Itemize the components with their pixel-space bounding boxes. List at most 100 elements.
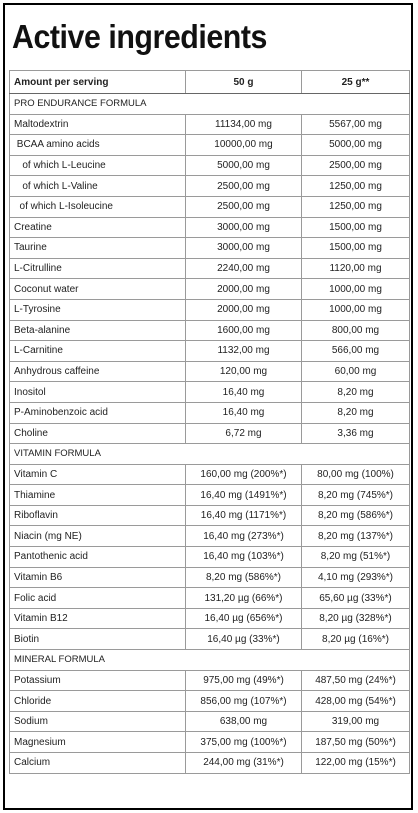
amount-25g: 8,20 mg (745%*) — [301, 484, 410, 506]
table-row: Inositol 16,40 mg 8,20 mg — [9, 381, 410, 403]
amount-50g: 10000,00 mg — [185, 134, 302, 156]
table-header-row: Amount per serving 50 g 25 g** — [9, 70, 410, 94]
table-row: Biotin 16,40 µg (33%*) 8,20 µg (16%*) — [9, 628, 410, 651]
amount-25g: 566,00 mg — [301, 340, 410, 362]
amount-25g: 8,20 mg (586%*) — [301, 504, 410, 527]
amount-25g: 8,20 mg — [301, 401, 410, 424]
amount-25g: 8,20 µg (328%*) — [301, 607, 410, 630]
table-row: Sodium 638,00 mg 319,00 mg — [9, 710, 410, 733]
section-row: PRO ENDURANCE FORMULA — [9, 93, 410, 115]
table-row: Niacin (mg NE) 16,40 mg (273%*) 8,20 mg (1… — [9, 525, 410, 548]
amount-25g: 487,50 mg (24%*) — [301, 669, 410, 692]
amount-25g: 800,00 mg — [301, 319, 410, 342]
table-row: Potassium 975,00 mg (49%*) 487,50 mg (24%*… — [9, 669, 410, 692]
amount-25g: 8,20 µg (16%*) — [301, 628, 410, 651]
amount-50g: 16,40 mg (273%*) — [185, 525, 302, 548]
section-row: VITAMIN FORMULA — [9, 443, 410, 465]
column-header-amount-per-serving: Amount per serving — [9, 70, 186, 94]
ingredient-name: Coconut water — [9, 278, 186, 300]
table-row: Pantothenic acid 16,40 mg (103%*) 8,20 mg … — [9, 546, 410, 568]
table-row: Riboflavin 16,40 mg (1171%*) 8,20 mg (586%… — [9, 504, 410, 527]
amount-25g: 5000,00 mg — [301, 134, 410, 156]
ingredient-name: Maltodextrin — [9, 113, 186, 136]
ingredient-name: Inositol — [9, 381, 186, 403]
table-row: Creatine 3000,00 mg 1500,00 mg — [9, 216, 410, 239]
table-row: Vitamin B12 16,40 µg (656%*) 8,20 µg (328%… — [9, 607, 410, 630]
amount-25g: 65,60 µg (33%*) — [301, 587, 410, 609]
amount-50g: 975,00 mg (49%*) — [185, 669, 302, 692]
table-row: Folic acid 131,20 µg (66%*) 65,60 µg (33%*… — [9, 587, 410, 609]
amount-50g: 3000,00 mg — [185, 237, 302, 259]
page-title: Active ingredients — [12, 18, 267, 55]
amount-50g: 16,40 µg (656%*) — [185, 607, 302, 630]
table-body: PRO ENDURANCE FORMULA Maltodextrin 11134,0… — [9, 93, 410, 774]
amount-25g: 1250,00 mg — [301, 195, 410, 218]
table-row: L-Tyrosine 2000,00 mg 1000,00 mg — [9, 298, 410, 321]
amount-50g: 2240,00 mg — [185, 257, 302, 280]
ingredient-name: BCAA amino acids — [9, 134, 186, 156]
ingredient-name: of which L-Leucine — [9, 154, 186, 177]
table-row: Anhydrous caffeine 120,00 mg 60,00 mg — [9, 360, 410, 383]
amount-25g: 1000,00 mg — [301, 298, 410, 321]
ingredient-name: L-Tyrosine — [9, 298, 186, 321]
ingredient-name: Vitamin C — [9, 463, 186, 486]
column-header-50g: 50 g — [185, 70, 302, 94]
ingredient-name: Biotin — [9, 628, 186, 651]
ingredient-name: Pantothenic acid — [9, 546, 186, 568]
amount-50g: 3000,00 mg — [185, 216, 302, 239]
ingredients-panel — [3, 3, 413, 810]
table-row: Magnesium 375,00 mg (100%*) 187,50 mg (50%… — [9, 731, 410, 753]
amount-50g: 2000,00 mg — [185, 298, 302, 321]
amount-50g: 244,00 mg (31%*) — [185, 752, 302, 774]
table-row: L-Carnitine 1132,00 mg 566,00 mg — [9, 340, 410, 362]
table-row: Taurine 3000,00 mg 1500,00 mg — [9, 237, 410, 259]
table-row: L-Citrulline 2240,00 mg 1120,00 mg — [9, 257, 410, 280]
table-row: Coconut water 2000,00 mg 1000,00 mg — [9, 278, 410, 300]
amount-25g: 319,00 mg — [301, 710, 410, 733]
amount-25g: 3,36 mg — [301, 422, 410, 445]
amount-50g: 160,00 mg (200%*) — [185, 463, 302, 486]
column-header-25g: 25 g** — [301, 70, 410, 94]
section-title: MINERAL FORMULA — [9, 649, 410, 671]
table-row: Chloride 856,00 mg (107%*) 428,00 mg (54%*… — [9, 690, 410, 712]
ingredient-name: Vitamin B12 — [9, 607, 186, 630]
amount-50g: 16,40 mg — [185, 381, 302, 403]
amount-50g: 5000,00 mg — [185, 154, 302, 177]
table-row: Choline 6,72 mg 3,36 mg — [9, 422, 410, 445]
ingredient-name: Sodium — [9, 710, 186, 733]
amount-50g: 16,40 µg (33%*) — [185, 628, 302, 651]
amount-25g: 4,10 mg (293%*) — [301, 566, 410, 589]
amount-25g: 1500,00 mg — [301, 216, 410, 239]
amount-50g: 16,40 mg (103%*) — [185, 546, 302, 568]
amount-25g: 8,20 mg (51%*) — [301, 546, 410, 568]
amount-50g: 120,00 mg — [185, 360, 302, 383]
ingredient-name: Magnesium — [9, 731, 186, 753]
amount-50g: 8,20 mg (586%*) — [185, 566, 302, 589]
ingredient-name: Chloride — [9, 690, 186, 712]
ingredient-name: Beta-alanine — [9, 319, 186, 342]
ingredient-name: Anhydrous caffeine — [9, 360, 186, 383]
ingredient-name: Niacin (mg NE) — [9, 525, 186, 548]
ingredient-name: of which L-Isoleucine — [9, 195, 186, 218]
amount-50g: 2500,00 mg — [185, 175, 302, 197]
ingredient-name: L-Citrulline — [9, 257, 186, 280]
amount-25g: 1120,00 mg — [301, 257, 410, 280]
ingredient-name: Folic acid — [9, 587, 186, 609]
ingredient-name: of which L-Valine — [9, 175, 186, 197]
amount-50g: 16,40 mg (1491%*) — [185, 484, 302, 506]
amount-50g: 1600,00 mg — [185, 319, 302, 342]
section-title: PRO ENDURANCE FORMULA — [9, 93, 410, 115]
table-row: BCAA amino acids 10000,00 mg 5000,00 mg — [9, 134, 410, 156]
amount-25g: 1250,00 mg — [301, 175, 410, 197]
amount-50g: 2500,00 mg — [185, 195, 302, 218]
amount-25g: 80,00 mg (100%) — [301, 463, 410, 486]
amount-25g: 187,50 mg (50%*) — [301, 731, 410, 753]
amount-50g: 16,40 mg — [185, 401, 302, 424]
section-title: VITAMIN FORMULA — [9, 443, 410, 465]
amount-50g: 2000,00 mg — [185, 278, 302, 300]
amount-50g: 638,00 mg — [185, 710, 302, 733]
amount-25g: 8,20 mg — [301, 381, 410, 403]
amount-50g: 1132,00 mg — [185, 340, 302, 362]
section-row: MINERAL FORMULA — [9, 649, 410, 671]
ingredient-name: Calcium — [9, 752, 186, 774]
